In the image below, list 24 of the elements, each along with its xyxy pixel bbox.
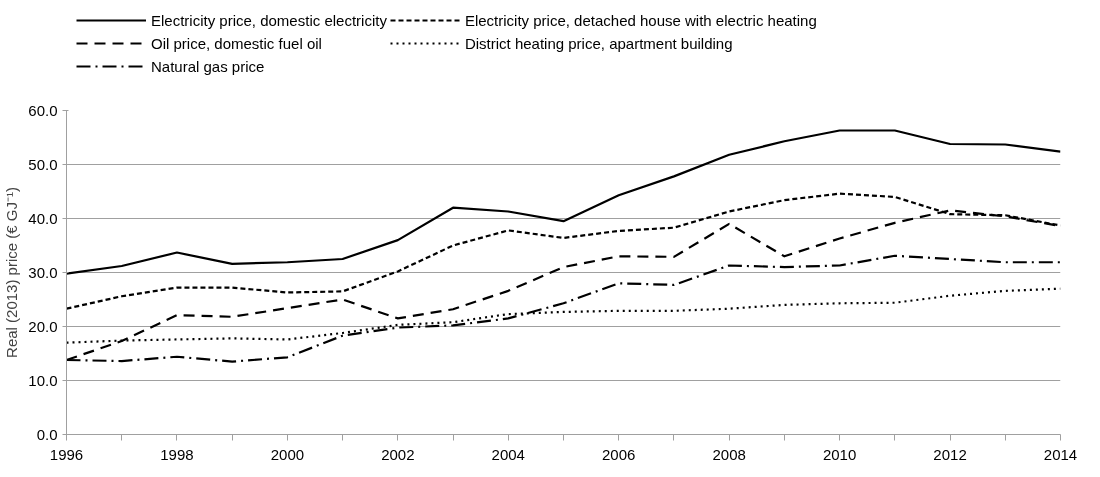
x-tick-label: 2014 xyxy=(1043,445,1078,463)
y-tick-label: 10.0 xyxy=(28,371,58,389)
x-tick-label: 2004 xyxy=(491,445,525,463)
x-tick-label: 2010 xyxy=(822,445,857,463)
y-tick-label: 50.0 xyxy=(28,155,58,173)
x-tick-label: 2002 xyxy=(381,445,415,463)
y-tick-label: 40.0 xyxy=(28,209,58,227)
y-tick-label: 0.0 xyxy=(36,425,58,443)
line-series xyxy=(66,129,1061,275)
x-tick-label: 2008 xyxy=(712,445,746,463)
legend-label: Electricity price, detached house with electric heating xyxy=(464,11,817,29)
x-tick-label: 2012 xyxy=(933,445,967,463)
x-tick-label: 1996 xyxy=(49,445,84,463)
legend-label: Electricity price, domestic electricity xyxy=(151,11,387,29)
x-tick-label: 1998 xyxy=(160,445,194,463)
legend-label: District heating price, apartment building xyxy=(464,34,733,52)
y-tick-label: 20.0 xyxy=(28,317,58,335)
y-tick-label: 30.0 xyxy=(28,263,58,281)
y-axis-title: Real (2013) price (€ GJ⁻¹) xyxy=(3,187,21,358)
legend-label: Natural gas price xyxy=(151,57,265,75)
legend-label: Oil price, domestic fuel oil xyxy=(151,34,322,52)
y-tick-label: 60.0 xyxy=(28,101,58,119)
x-tick-label: 2006 xyxy=(602,445,636,463)
x-tick-label: 2000 xyxy=(270,445,305,463)
